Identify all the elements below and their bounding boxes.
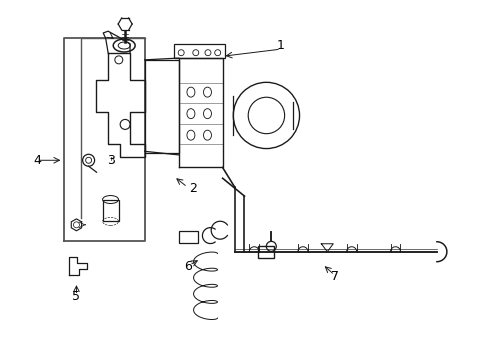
Bar	[102, 199, 118, 221]
Text: 2: 2	[189, 183, 197, 195]
Text: 5: 5	[72, 290, 81, 303]
Text: 6: 6	[184, 260, 192, 273]
Text: 1: 1	[277, 39, 285, 52]
Bar	[258, 246, 274, 258]
Text: 7: 7	[330, 270, 338, 283]
Bar	[178, 231, 198, 243]
Text: 3: 3	[106, 154, 114, 167]
Text: 4: 4	[34, 154, 41, 167]
Bar	[174, 44, 224, 58]
